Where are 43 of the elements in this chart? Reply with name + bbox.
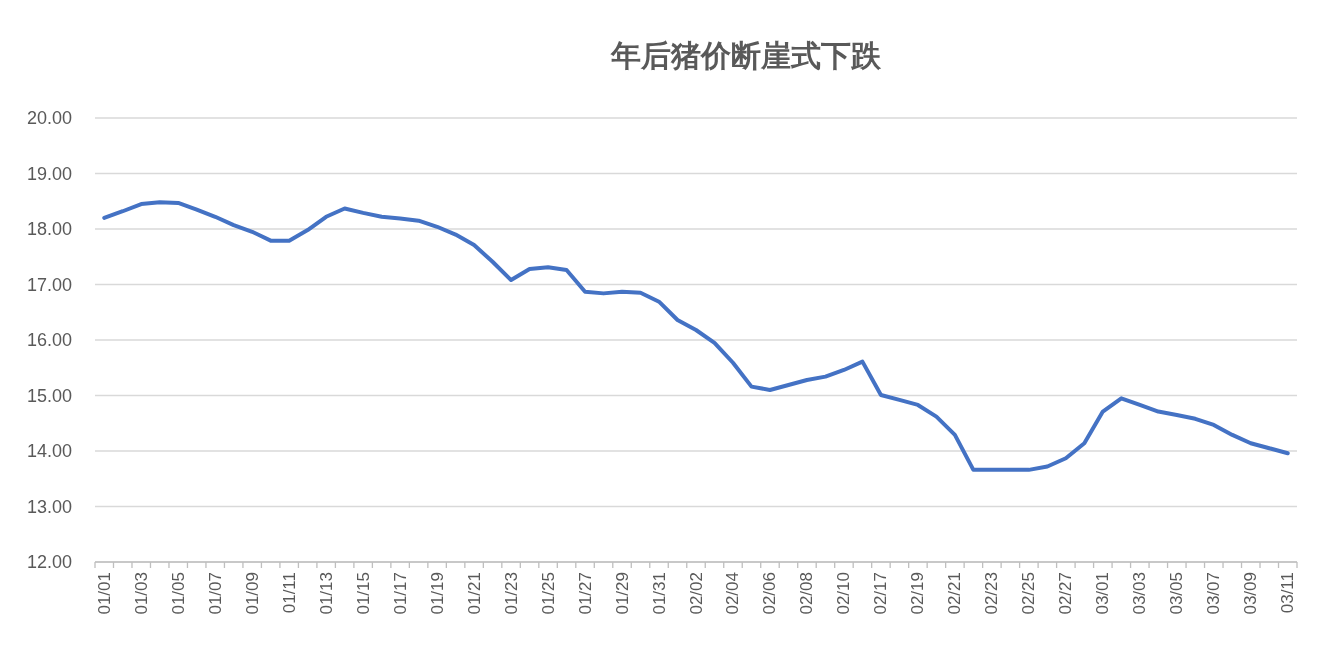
x-tick-label: 01/31 [649,572,669,615]
x-tick-label: 02/10 [834,572,854,615]
x-tick-label: 01/01 [94,572,114,615]
x-tick-label: 02/27 [1056,572,1076,615]
x-tick-label: 01/21 [464,572,484,615]
x-tick-label: 01/11 [279,572,299,614]
y-tick-label: 20.00 [26,108,72,128]
x-tick-label: 01/23 [501,572,521,615]
x-tick-label: 02/23 [982,572,1002,615]
x-tick-label: 01/13 [316,572,336,615]
x-tick-label: 01/03 [131,572,151,615]
x-tick-label: 01/19 [427,572,447,615]
y-tick-label: 12.00 [26,552,72,572]
x-tick-label: 01/07 [205,572,225,615]
x-tick-label: 01/25 [538,572,558,615]
chart-title: 年后猪价断崖式下跌 [610,39,882,72]
x-tick-label: 01/09 [242,572,262,615]
x-tick-label: 02/08 [797,572,817,615]
x-tick-label: 03/09 [1241,572,1261,615]
x-tick-label: 01/27 [575,572,595,615]
y-tick-label: 17.00 [26,274,72,295]
x-tick-label: 01/15 [353,572,373,615]
x-tick-label: 02/19 [908,572,928,615]
x-tick-label: 03/03 [1130,572,1150,615]
x-tick-label: 03/01 [1093,572,1113,615]
y-tick-label: 13.00 [26,496,72,517]
y-tick-label: 16.00 [26,330,72,350]
x-tick-label: 02/21 [945,572,965,615]
x-tick-label: 03/05 [1167,572,1187,615]
y-tick-label: 19.00 [26,163,72,184]
x-tick-label: 03/07 [1204,572,1224,615]
x-tick-label: 02/04 [723,572,743,615]
x-tick-label: 01/17 [390,572,410,615]
y-tick-label: 18.00 [26,219,72,239]
y-tick-label: 15.00 [26,385,72,406]
x-tick-label: 01/29 [612,572,632,615]
x-tick-label: 02/06 [760,572,780,615]
x-tick-label: 03/11 [1278,572,1298,614]
x-tick-label: 02/25 [1019,572,1039,615]
x-tick-label: 01/05 [168,572,188,615]
x-tick-label: 02/02 [686,572,706,615]
x-tick-label: 02/17 [871,572,891,615]
y-tick-label: 14.00 [26,441,72,461]
